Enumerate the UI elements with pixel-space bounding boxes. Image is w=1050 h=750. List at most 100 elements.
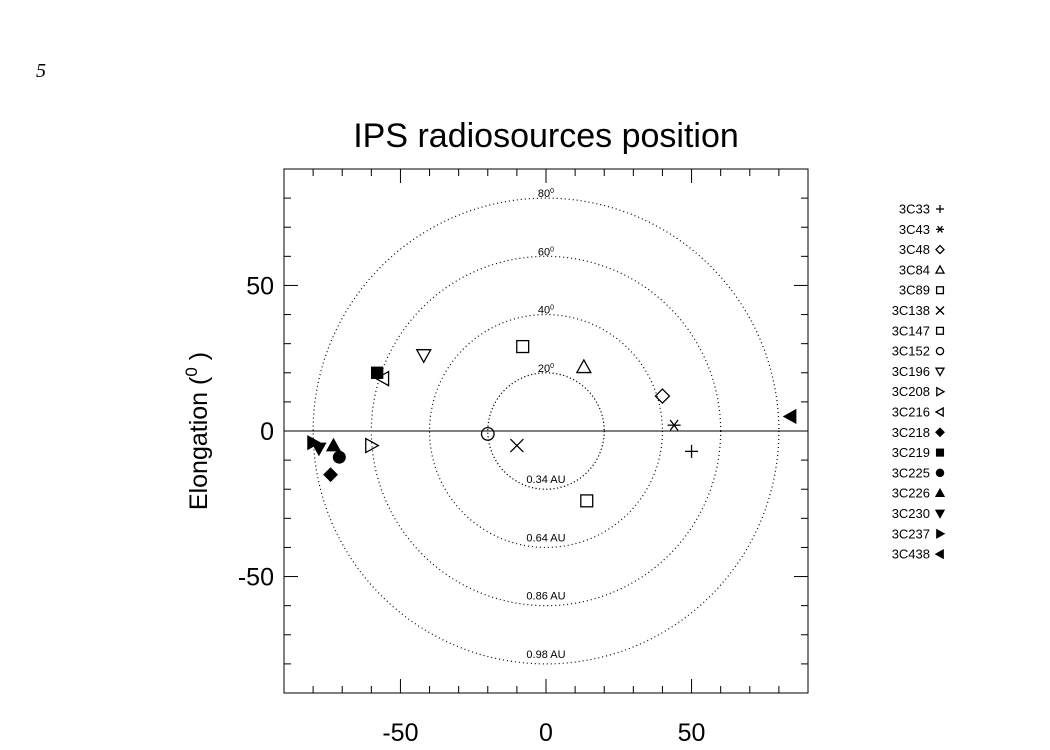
point-3c84 xyxy=(575,358,592,374)
elongation-rings: 200 0.34 AU 400 0.64 AU 600 0.86 AU 800 0.98 AU xyxy=(312,188,780,665)
legend-symbol-3c89-shape xyxy=(935,286,945,295)
point-3c152-shape xyxy=(480,426,495,441)
point-3c237 xyxy=(307,435,321,451)
point-3c48-shape xyxy=(654,388,671,404)
point-3c196 xyxy=(415,349,432,364)
legend-label-3c218: 3C218 xyxy=(892,425,930,440)
legend-symbol-3c43 xyxy=(936,225,944,233)
legend-symbol-3c147-shape xyxy=(935,326,945,335)
ring-distance-label: 0.64 AU xyxy=(526,532,565,544)
legend-symbol-3c152 xyxy=(935,346,945,356)
legend-label-3c89: 3C89 xyxy=(899,283,930,298)
ring-distance-label: 0.86 AU xyxy=(526,591,565,603)
x-tick-label: 50 xyxy=(678,719,706,747)
legend-label-3c216: 3C216 xyxy=(892,405,930,420)
point-3c84-shape xyxy=(575,358,592,374)
ring-elongation-label: 800 xyxy=(538,188,554,200)
point-3c226 xyxy=(325,437,342,452)
point-3c225 xyxy=(332,450,346,464)
point-3c89 xyxy=(516,339,530,354)
legend-label-3c147: 3C147 xyxy=(892,323,930,338)
legend-label-3c225: 3C225 xyxy=(892,465,930,480)
legend-symbol-3c218 xyxy=(935,427,945,438)
y-axis-label-superscript: 0 xyxy=(182,367,201,376)
legend-label-3c230: 3C230 xyxy=(892,506,930,521)
legend-symbol-3c225-shape xyxy=(935,468,945,478)
point-3c218-shape xyxy=(323,467,338,483)
ring-elongation-label: 200 xyxy=(538,363,554,375)
point-3c48 xyxy=(654,388,671,404)
y-axis-label: Elongation (0 ) xyxy=(182,352,213,510)
legend-symbol-3c147 xyxy=(935,326,945,335)
legend-symbol-3c438-shape xyxy=(934,548,944,560)
ring-degree-superscript: 0 xyxy=(550,188,554,195)
point-3c89-shape xyxy=(516,339,530,354)
point-3c43 xyxy=(667,419,681,431)
legend-symbol-3c225 xyxy=(935,468,945,478)
legend-symbol-3c208-shape xyxy=(936,386,946,397)
legend-label-3c208: 3C208 xyxy=(892,384,930,399)
x-tick-label: 0 xyxy=(539,719,553,747)
point-3c196-shape xyxy=(415,349,432,364)
point-3c237-shape xyxy=(307,435,321,451)
legend-symbol-3c226 xyxy=(934,487,946,498)
legend-label-3c33: 3C33 xyxy=(899,202,930,217)
legend-symbol-3c237 xyxy=(936,528,946,539)
y-tick-label: 50 xyxy=(246,272,274,300)
point-3c438-shape xyxy=(782,408,797,425)
ring-degree-superscript: 0 xyxy=(550,363,554,370)
legend-symbol-3c48-shape xyxy=(935,244,945,255)
y-tick-label: 0 xyxy=(260,418,274,446)
legend-symbol-3c230-shape xyxy=(934,509,946,519)
legend-label-3c219: 3C219 xyxy=(892,445,930,460)
legend-symbol-3c216 xyxy=(934,406,944,418)
legend-symbol-3c438 xyxy=(934,548,944,560)
legend-label-3c438: 3C438 xyxy=(892,547,930,562)
legend-symbol-3c219-shape xyxy=(935,448,945,457)
legend-symbol-3c218-shape xyxy=(935,427,945,438)
point-3c218 xyxy=(323,467,338,483)
legend-label-3c48: 3C48 xyxy=(899,242,930,257)
legend-symbol-3c152-shape xyxy=(935,346,945,356)
legend-symbol-3c48 xyxy=(935,244,945,255)
point-3c438 xyxy=(782,408,797,425)
legend-label-3c196: 3C196 xyxy=(892,364,930,379)
legend-symbol-3c208 xyxy=(936,386,946,397)
chart-title: IPS radiosources position xyxy=(353,117,739,155)
y-axis-label-suffix: ) xyxy=(185,352,213,367)
axes: -50 0 50 -50 0 50 xyxy=(238,169,808,747)
point-3c219-shape xyxy=(370,366,384,379)
point-3c152 xyxy=(480,426,495,441)
point-3c219 xyxy=(370,366,384,379)
legend: 3C33 3C43 3C48 3C84 3C89 3C138 3C147 3C152 3C196… xyxy=(892,202,946,562)
legend-symbol-3c219 xyxy=(935,448,945,457)
legend-symbol-3c216-shape xyxy=(934,406,944,418)
legend-symbol-3c237-shape xyxy=(936,528,946,539)
legend-symbol-3c138-shape xyxy=(935,306,945,315)
point-3c138-shape xyxy=(509,438,524,453)
legend-symbol-3c89 xyxy=(935,286,945,295)
legend-symbol-3c230 xyxy=(934,509,946,519)
legend-symbol-3c138 xyxy=(935,306,945,315)
ring-elongation-label: 600 xyxy=(538,246,554,258)
point-3c147 xyxy=(580,494,594,508)
ring-distance-label: 0.98 AU xyxy=(526,649,565,661)
legend-label-3c138: 3C138 xyxy=(892,303,930,318)
legend-label-3c237: 3C237 xyxy=(892,526,930,541)
legend-label-3c84: 3C84 xyxy=(899,262,930,277)
y-tick-label: -50 xyxy=(238,564,274,592)
point-3c33 xyxy=(685,444,699,458)
point-3c225-shape xyxy=(332,450,346,464)
legend-symbol-3c84-shape xyxy=(934,264,946,274)
point-3c226-shape xyxy=(325,437,342,452)
data-points xyxy=(307,339,797,508)
point-3c147-shape xyxy=(580,494,594,508)
legend-symbol-3c196 xyxy=(934,367,946,377)
ring-elongation-label: 400 xyxy=(538,305,554,317)
ring-degree-superscript: 0 xyxy=(550,246,554,253)
legend-symbol-3c226-shape xyxy=(934,487,946,498)
point-3c208-shape xyxy=(365,437,380,454)
point-3c43-shape xyxy=(669,419,679,431)
x-tick-label: -50 xyxy=(382,719,418,747)
